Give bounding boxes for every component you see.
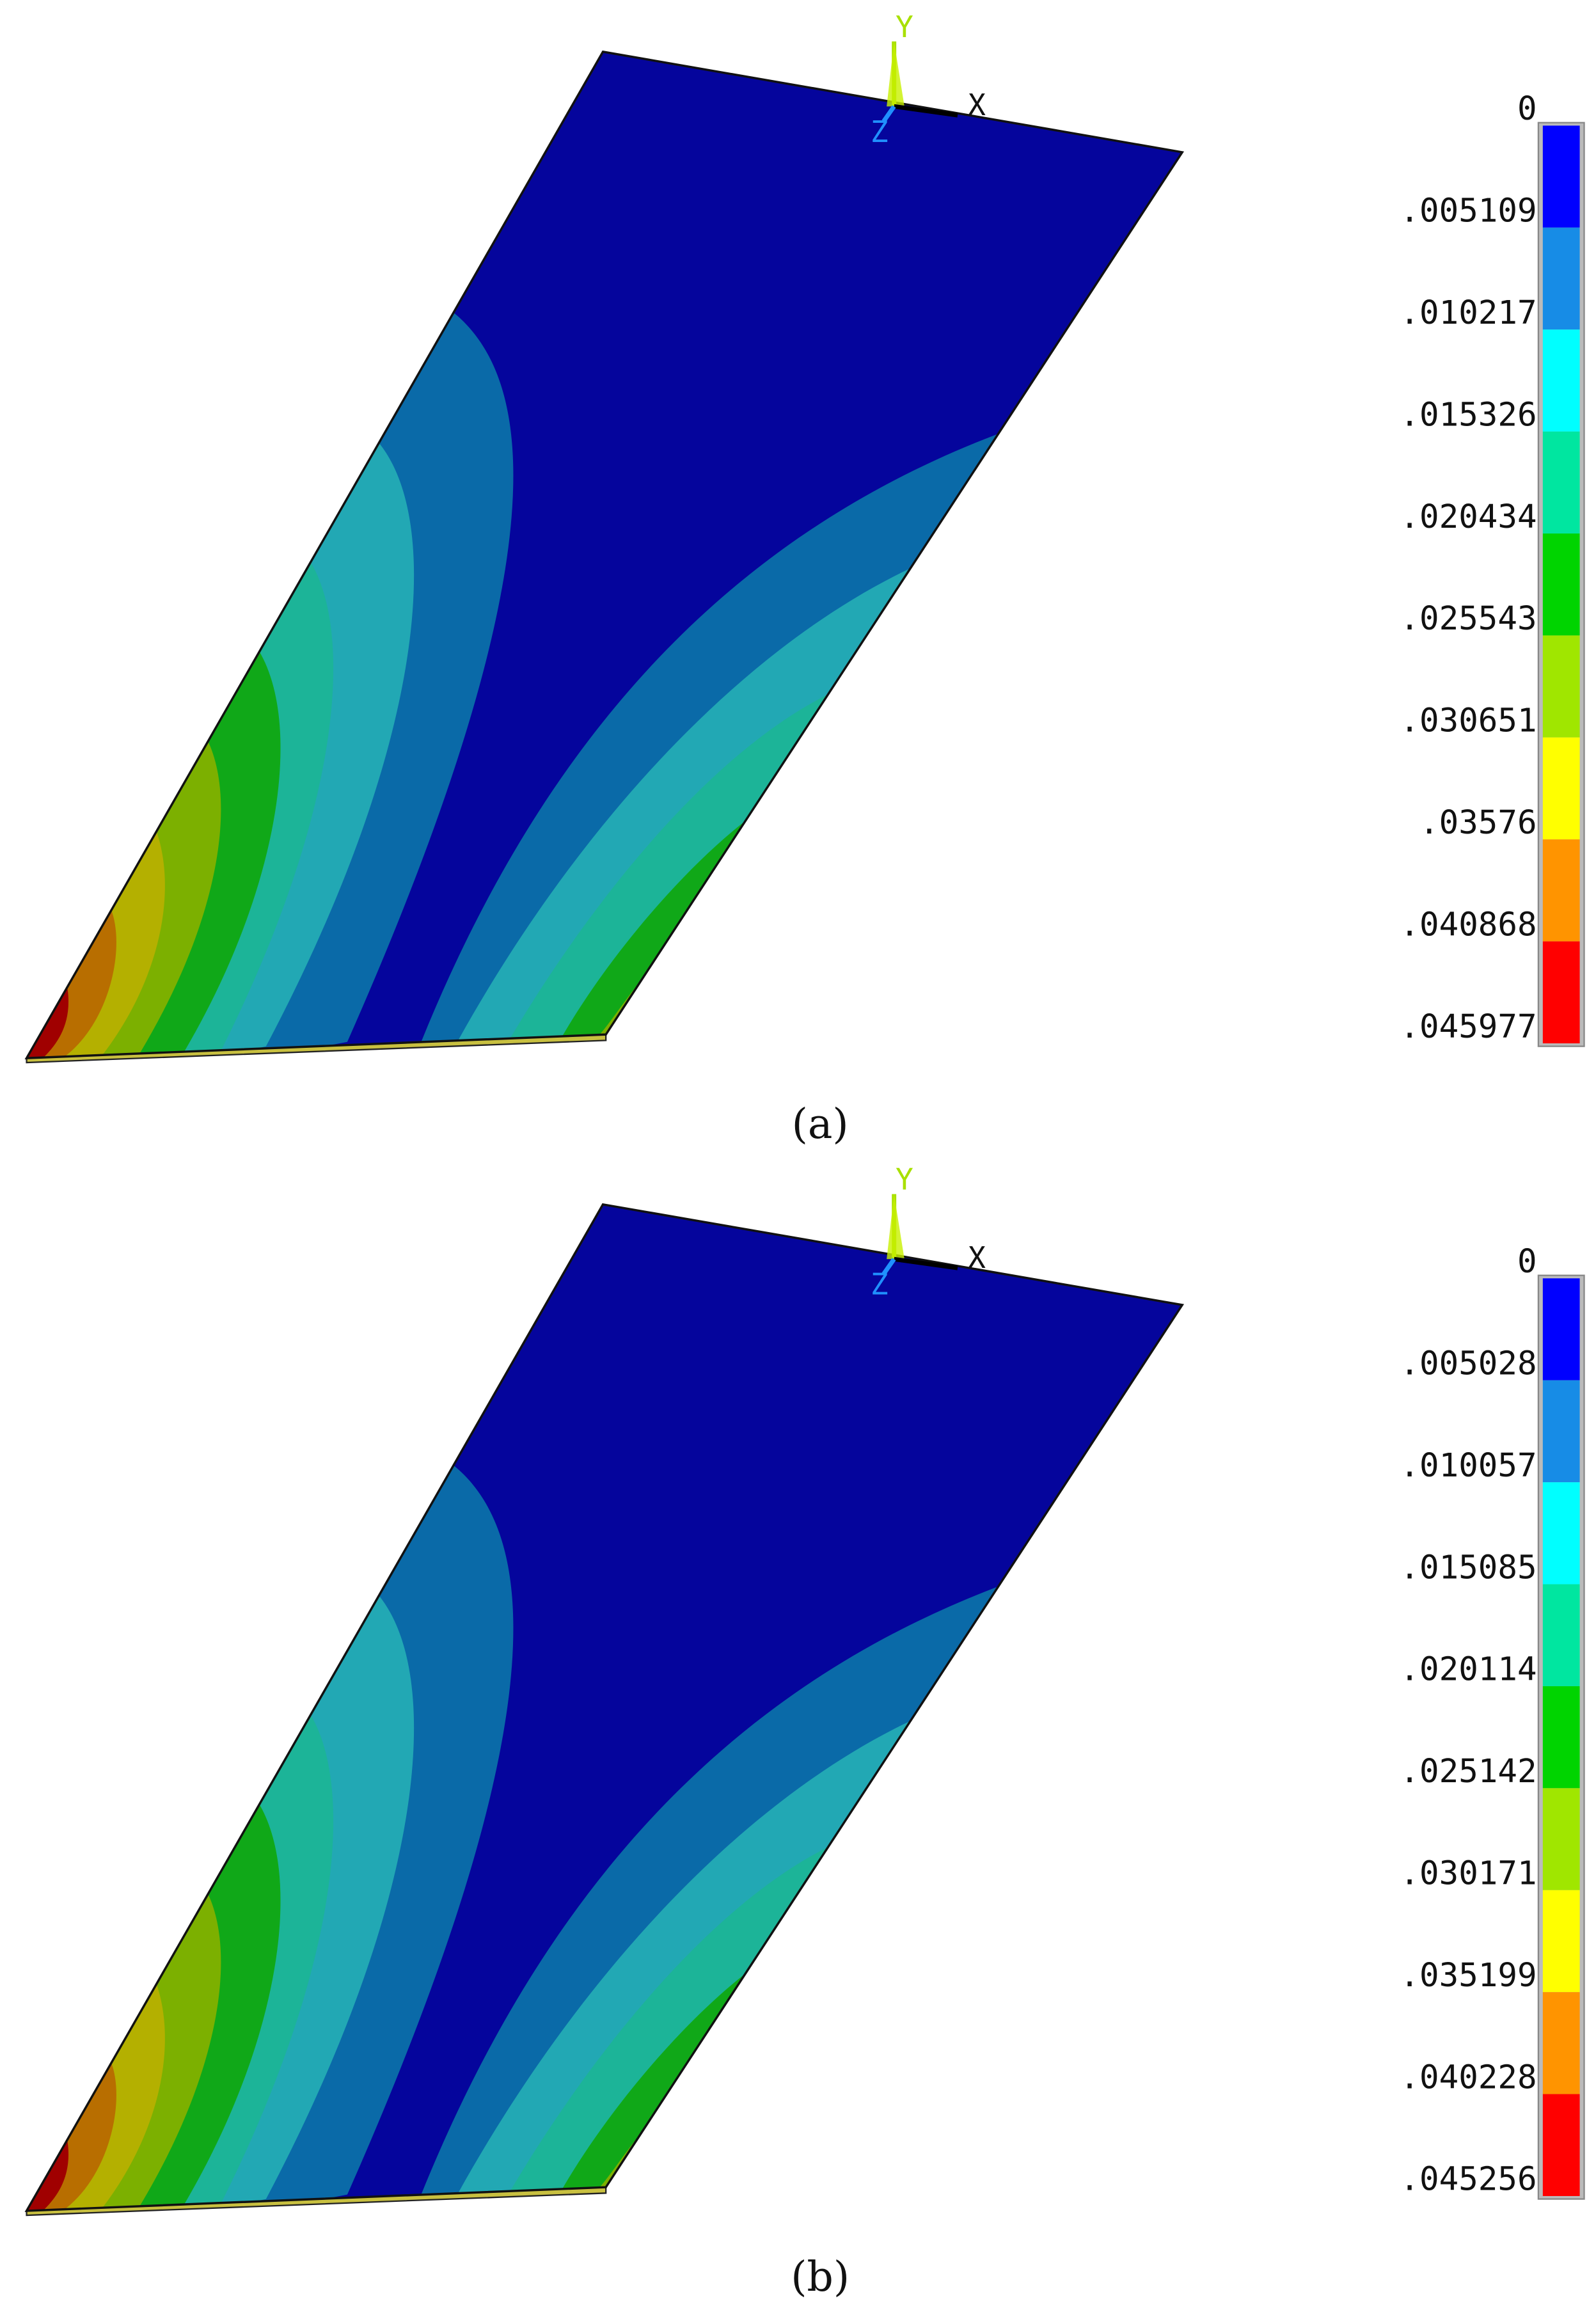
triad-label: Y (896, 1162, 913, 1197)
triad-z-axis (881, 105, 896, 123)
legend-label: .020434 (1400, 498, 1537, 535)
panel: Y X Z 0 .005109 .010217 .015326 .020434 .025543.… (24, 10, 1585, 1148)
legend-label: .010217 (1400, 294, 1537, 331)
triad-label: X (968, 1240, 986, 1275)
contour-band (598, 953, 1183, 1059)
legend-swatch (1542, 1380, 1580, 1483)
legend-label: .025543 (1400, 599, 1537, 637)
legend-label: .045977 (1400, 1008, 1537, 1045)
legend-swatch (1542, 1686, 1580, 1789)
legend-swatch (1542, 1788, 1580, 1890)
legend-label: .025142 (1400, 1752, 1537, 1790)
legend-swatch (1542, 329, 1580, 432)
legend-label: .015326 (1400, 395, 1537, 433)
legend-label: .030171 (1400, 1854, 1537, 1892)
legend-swatch (1542, 1584, 1580, 1686)
legend-swatch (1542, 839, 1580, 942)
triad-y-arrow (887, 41, 905, 107)
legend-label: .035199 (1400, 1956, 1537, 1994)
triad-label: Z (871, 1267, 889, 1302)
legend-label: .040868 (1400, 905, 1537, 943)
legend-swatch (1542, 1278, 1580, 1380)
legend-swatch (1542, 125, 1580, 228)
legend-swatch (1542, 1482, 1580, 1585)
legend-swatch (1542, 635, 1580, 738)
legend-label: .03576 (1419, 803, 1537, 841)
legend-swatch (1542, 1992, 1580, 2094)
legend-label: .040228 (1400, 2058, 1537, 2096)
legend-label: .045256 (1400, 2160, 1537, 2198)
legend-label: .020114 (1400, 1650, 1537, 1688)
legend-label: .015085 (1400, 1548, 1537, 1586)
legend-swatch (1542, 533, 1580, 636)
triad-z-axis (881, 1258, 896, 1276)
legend-swatch (1542, 2094, 1580, 2196)
legend-label: 0 (1517, 90, 1537, 127)
caption: (a) (792, 1100, 849, 1148)
legend-label: .030651 (1400, 702, 1537, 739)
triad-x-axis (894, 104, 958, 118)
triad-label: Y (896, 10, 913, 44)
legend-label: .005109 (1400, 192, 1537, 230)
legend-label: 0 (1517, 1242, 1537, 1280)
triad-label: X (968, 88, 986, 122)
legend-swatch (1542, 431, 1580, 534)
legend-swatch (1542, 941, 1580, 1044)
triad-x-axis (894, 1256, 958, 1270)
plate-outline (24, 1203, 1185, 2212)
caption: (b) (791, 2253, 849, 2301)
legend-swatch (1542, 227, 1580, 330)
plate-outline (24, 50, 1185, 1059)
triad-label: Z (871, 115, 889, 149)
triad-y-arrow (887, 1194, 905, 1260)
legend-label: .005028 (1400, 1344, 1537, 1382)
legend-swatch (1542, 737, 1580, 840)
panel: Y X Z 0 .005028 .010057 .015085 .020114 .025142.… (24, 1162, 1585, 2301)
legend-label: .010057 (1400, 1446, 1537, 1484)
legend-swatch (1542, 1890, 1580, 1993)
contour-band (598, 2106, 1183, 2211)
